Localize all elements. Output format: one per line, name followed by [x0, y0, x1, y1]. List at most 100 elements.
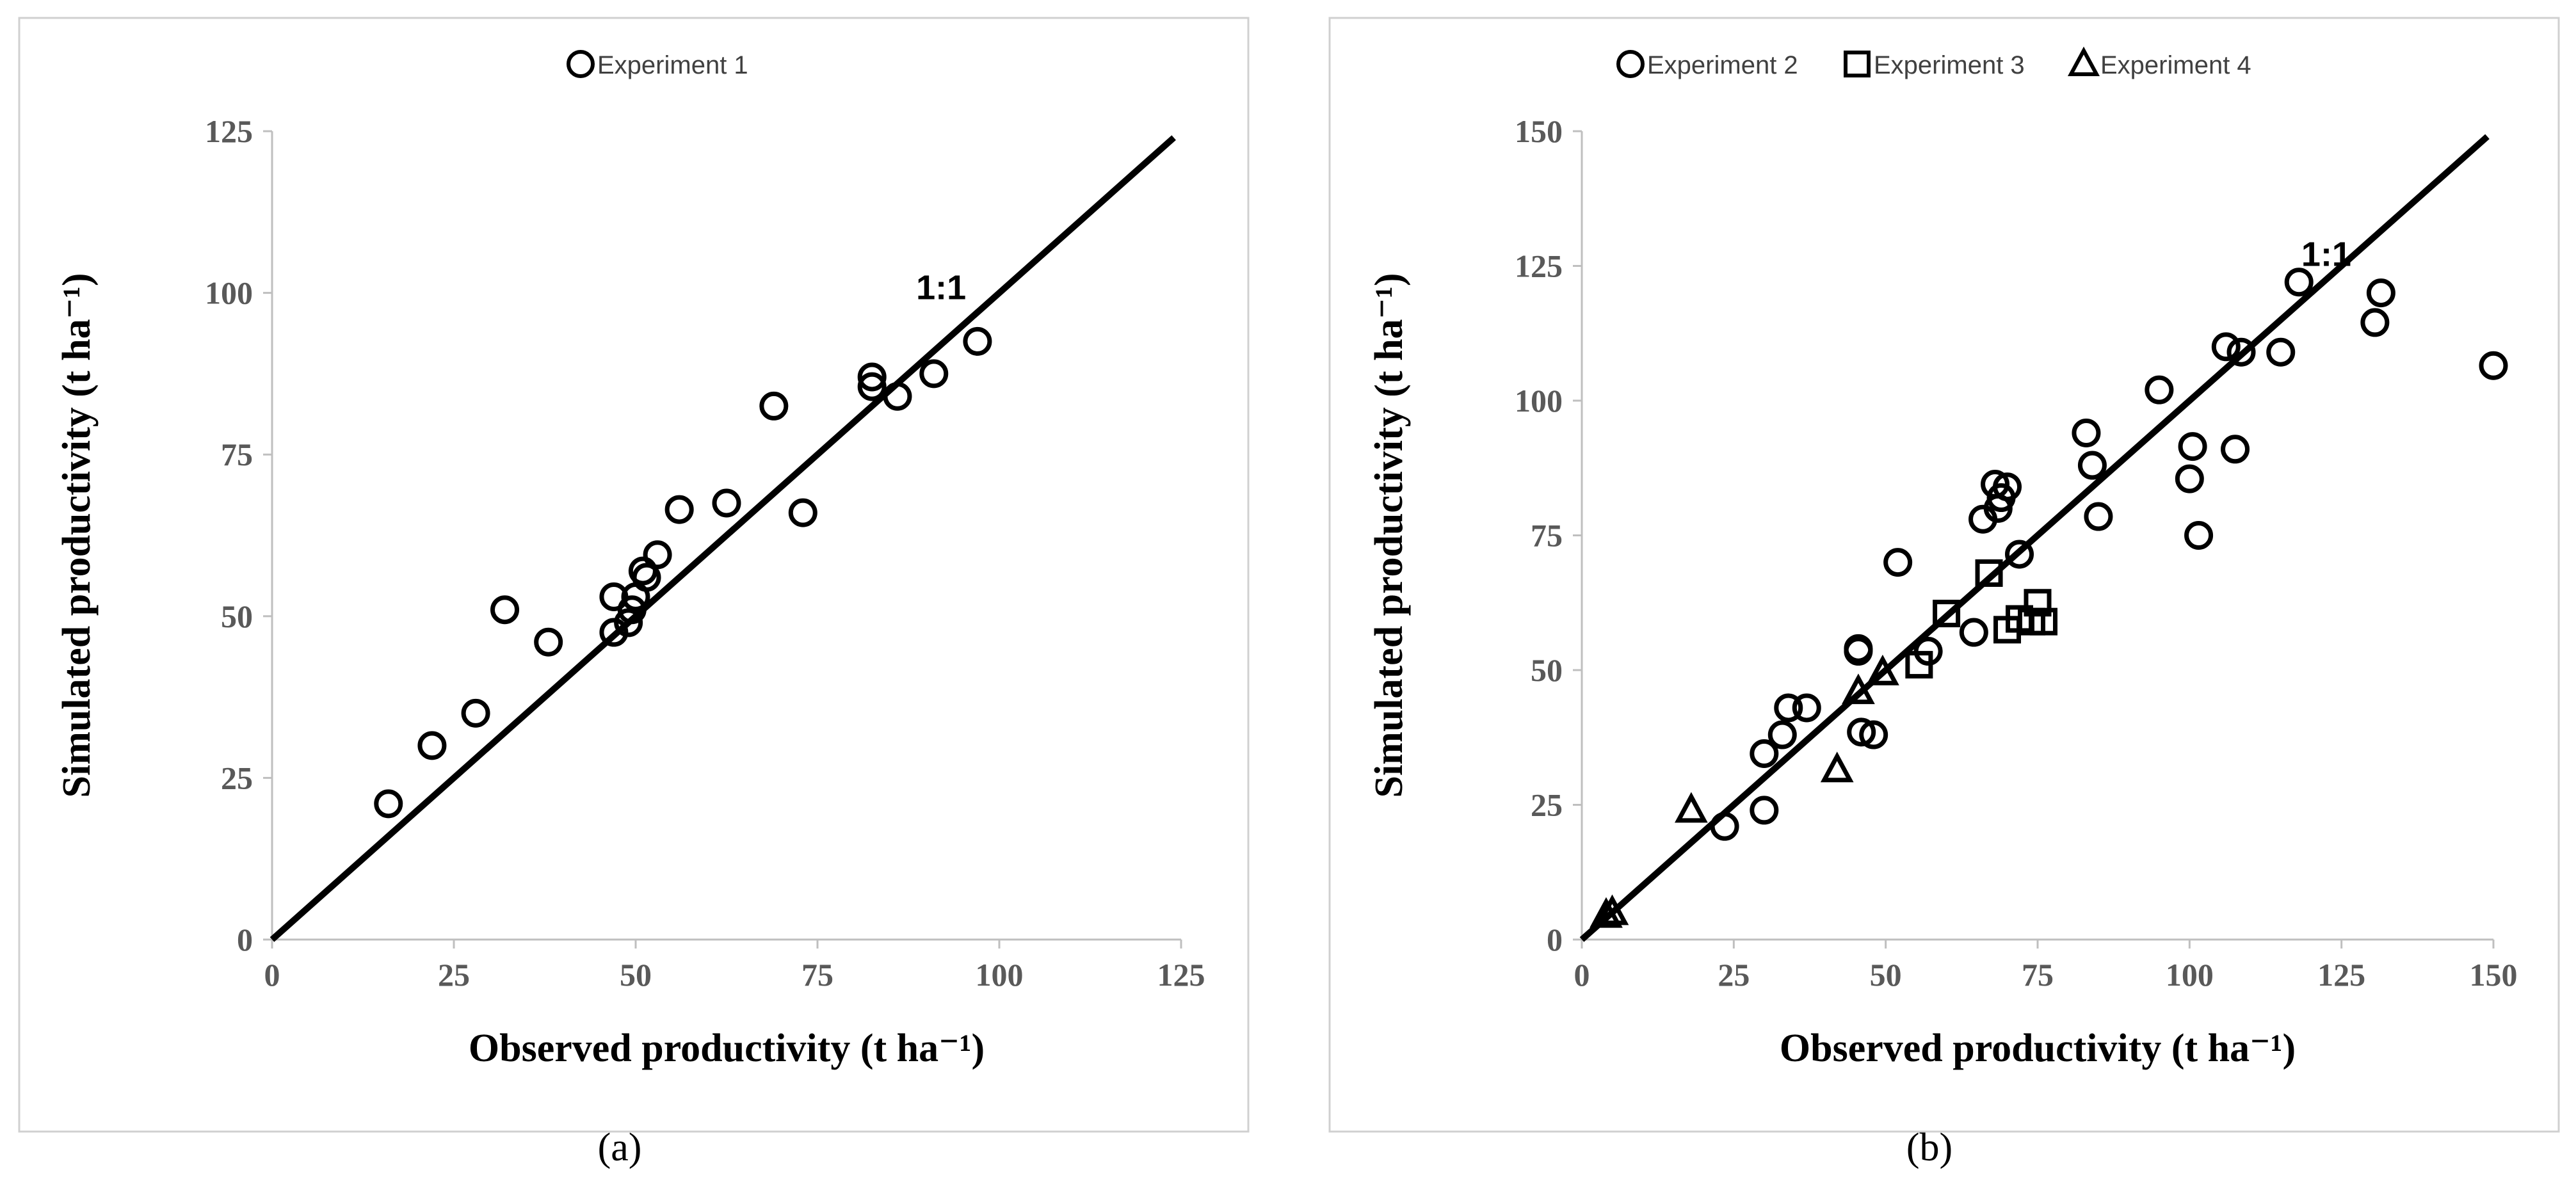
y-tick-label: 75 [1531, 518, 1563, 554]
y-tick-label: 125 [205, 113, 253, 149]
data-point-circle [534, 627, 563, 657]
data-point-square [1975, 559, 2003, 587]
x-tick-label: 25 [438, 957, 470, 993]
data-point-triangle [1590, 897, 1623, 928]
data-point-triangle [1842, 673, 1875, 705]
data-point-circle [2366, 278, 2395, 308]
x-tick-label: 100 [976, 957, 1024, 993]
legend-item: Experiment 3 [1844, 51, 2025, 79]
data-point-circle [857, 362, 887, 392]
x-tick-label: 50 [620, 957, 652, 993]
legend-marker-triangle [2067, 46, 2100, 76]
data-point-circle [712, 488, 741, 518]
y-axis-title: Simulated productivity (t ha⁻¹) [55, 273, 99, 797]
data-point-triangle [1866, 654, 1899, 685]
y-tick-label: 75 [221, 436, 253, 472]
data-point-circle [614, 608, 643, 637]
legend-marker-circle [1616, 50, 1645, 78]
data-point-circle [1710, 812, 1739, 841]
data-point-circle [2005, 540, 2034, 569]
legend: Experiment 1 [567, 50, 748, 79]
x-tick-label: 125 [1157, 957, 1205, 993]
data-point-circle [1792, 693, 1821, 723]
y-tick-label: 25 [221, 760, 253, 796]
x-tick-label: 0 [1574, 957, 1590, 993]
y-tick-label: 125 [1515, 248, 1563, 284]
legend: Experiment 2 Experiment 3 Experiment 4 [1616, 46, 2251, 79]
data-point-circle [2221, 435, 2250, 464]
y-axis-title: Simulated productivity (t ha⁻¹) [1367, 273, 1411, 797]
panel-frame [1328, 17, 2560, 1133]
data-point-circle [1959, 618, 1988, 647]
one-to-one-line [270, 135, 1176, 942]
data-point-circle [2084, 502, 2113, 531]
data-point-circle [857, 372, 887, 401]
data-point-circle [632, 563, 661, 592]
data-point-square [1905, 651, 1933, 679]
x-tick-label: 50 [1870, 957, 1902, 993]
one-to-one-label: 1:1 [2301, 236, 2351, 274]
data-point-circle [1993, 472, 2022, 502]
data-point-circle [2077, 451, 2107, 480]
data-point-circle [2211, 332, 2241, 362]
data-point-circle [919, 359, 949, 388]
legend-marker-circle [567, 50, 595, 78]
x-tick-label: 125 [2317, 957, 2365, 993]
panel-a-chart: 0 25 50 75 100 125 0 25 50 75 100 125 Observed produ… [18, 17, 1250, 1133]
legend-label: Experiment 2 [1647, 51, 1798, 79]
data-point-circle [1847, 717, 1876, 747]
data-point-circle [963, 326, 992, 356]
data-point-circle [1844, 637, 1873, 666]
data-point-circle [788, 498, 817, 527]
data-point-circle [2479, 351, 2508, 380]
y-tick-label: 50 [221, 598, 253, 634]
data-point-circle [374, 789, 403, 819]
data-point-circle [1750, 796, 1779, 825]
legend-label: Experiment 1 [597, 51, 748, 79]
data-point-square [1933, 600, 1961, 628]
x-axis-title: Observed productivity (t ha⁻¹) [469, 1027, 985, 1070]
x-tick-label: 150 [2470, 957, 2518, 993]
data-point-triangle [1675, 792, 1708, 823]
data-point-circle [2072, 419, 2101, 448]
legend-item: Experiment 1 [567, 50, 748, 79]
panel-b-chart: 0 25 50 75 100 125 150 0 25 50 75 100 125 150 Observed… [1328, 17, 2560, 1133]
x-tick-label: 100 [2166, 957, 2214, 993]
legend-label: Experiment 3 [1874, 51, 2025, 79]
data-point-triangle [1820, 751, 1854, 783]
data-point-circle [417, 731, 447, 760]
data-point-circle [2184, 521, 2214, 550]
y-tick-label: 100 [205, 275, 253, 311]
data-point-circle [2266, 337, 2296, 367]
y-tick-label: 0 [1547, 922, 1563, 957]
data-point-circle [2226, 337, 2256, 367]
data-point-circle [2284, 268, 2314, 297]
data-point-circle [1774, 693, 1803, 723]
x-tick-label: 0 [264, 957, 280, 993]
y-tick-label: 50 [1531, 652, 1563, 688]
x-axis-title: Observed productivity (t ha⁻¹) [1780, 1027, 2296, 1070]
data-point-circle [643, 540, 672, 570]
data-point-triangle [1595, 894, 1629, 925]
panel-frame [18, 17, 1250, 1133]
legend-item: Experiment 2 [1616, 50, 1798, 79]
data-point-circle [1750, 739, 1779, 769]
x-tick-label: 75 [801, 957, 833, 993]
one-to-one-label: 1:1 [916, 269, 966, 307]
data-point-square [2029, 607, 2057, 636]
data-point-circle [1859, 720, 1888, 749]
data-point-circle [1767, 720, 1797, 749]
legend-label: Experiment 4 [2100, 51, 2251, 79]
x-tick-label: 25 [1718, 957, 1750, 993]
legend-marker-square [1844, 51, 1871, 77]
x-tick-label: 75 [2022, 957, 2054, 993]
panel-b-label: (b) [1906, 1126, 1953, 1169]
data-point-circle [2178, 432, 2207, 461]
data-point-circle [2175, 464, 2204, 493]
y-tick-label: 150 [1515, 113, 1563, 149]
y-tick-label: 100 [1515, 383, 1563, 419]
data-point-circle [1883, 548, 1913, 577]
data-point-circle [617, 595, 647, 625]
legend-item: Experiment 4 [2067, 46, 2251, 79]
